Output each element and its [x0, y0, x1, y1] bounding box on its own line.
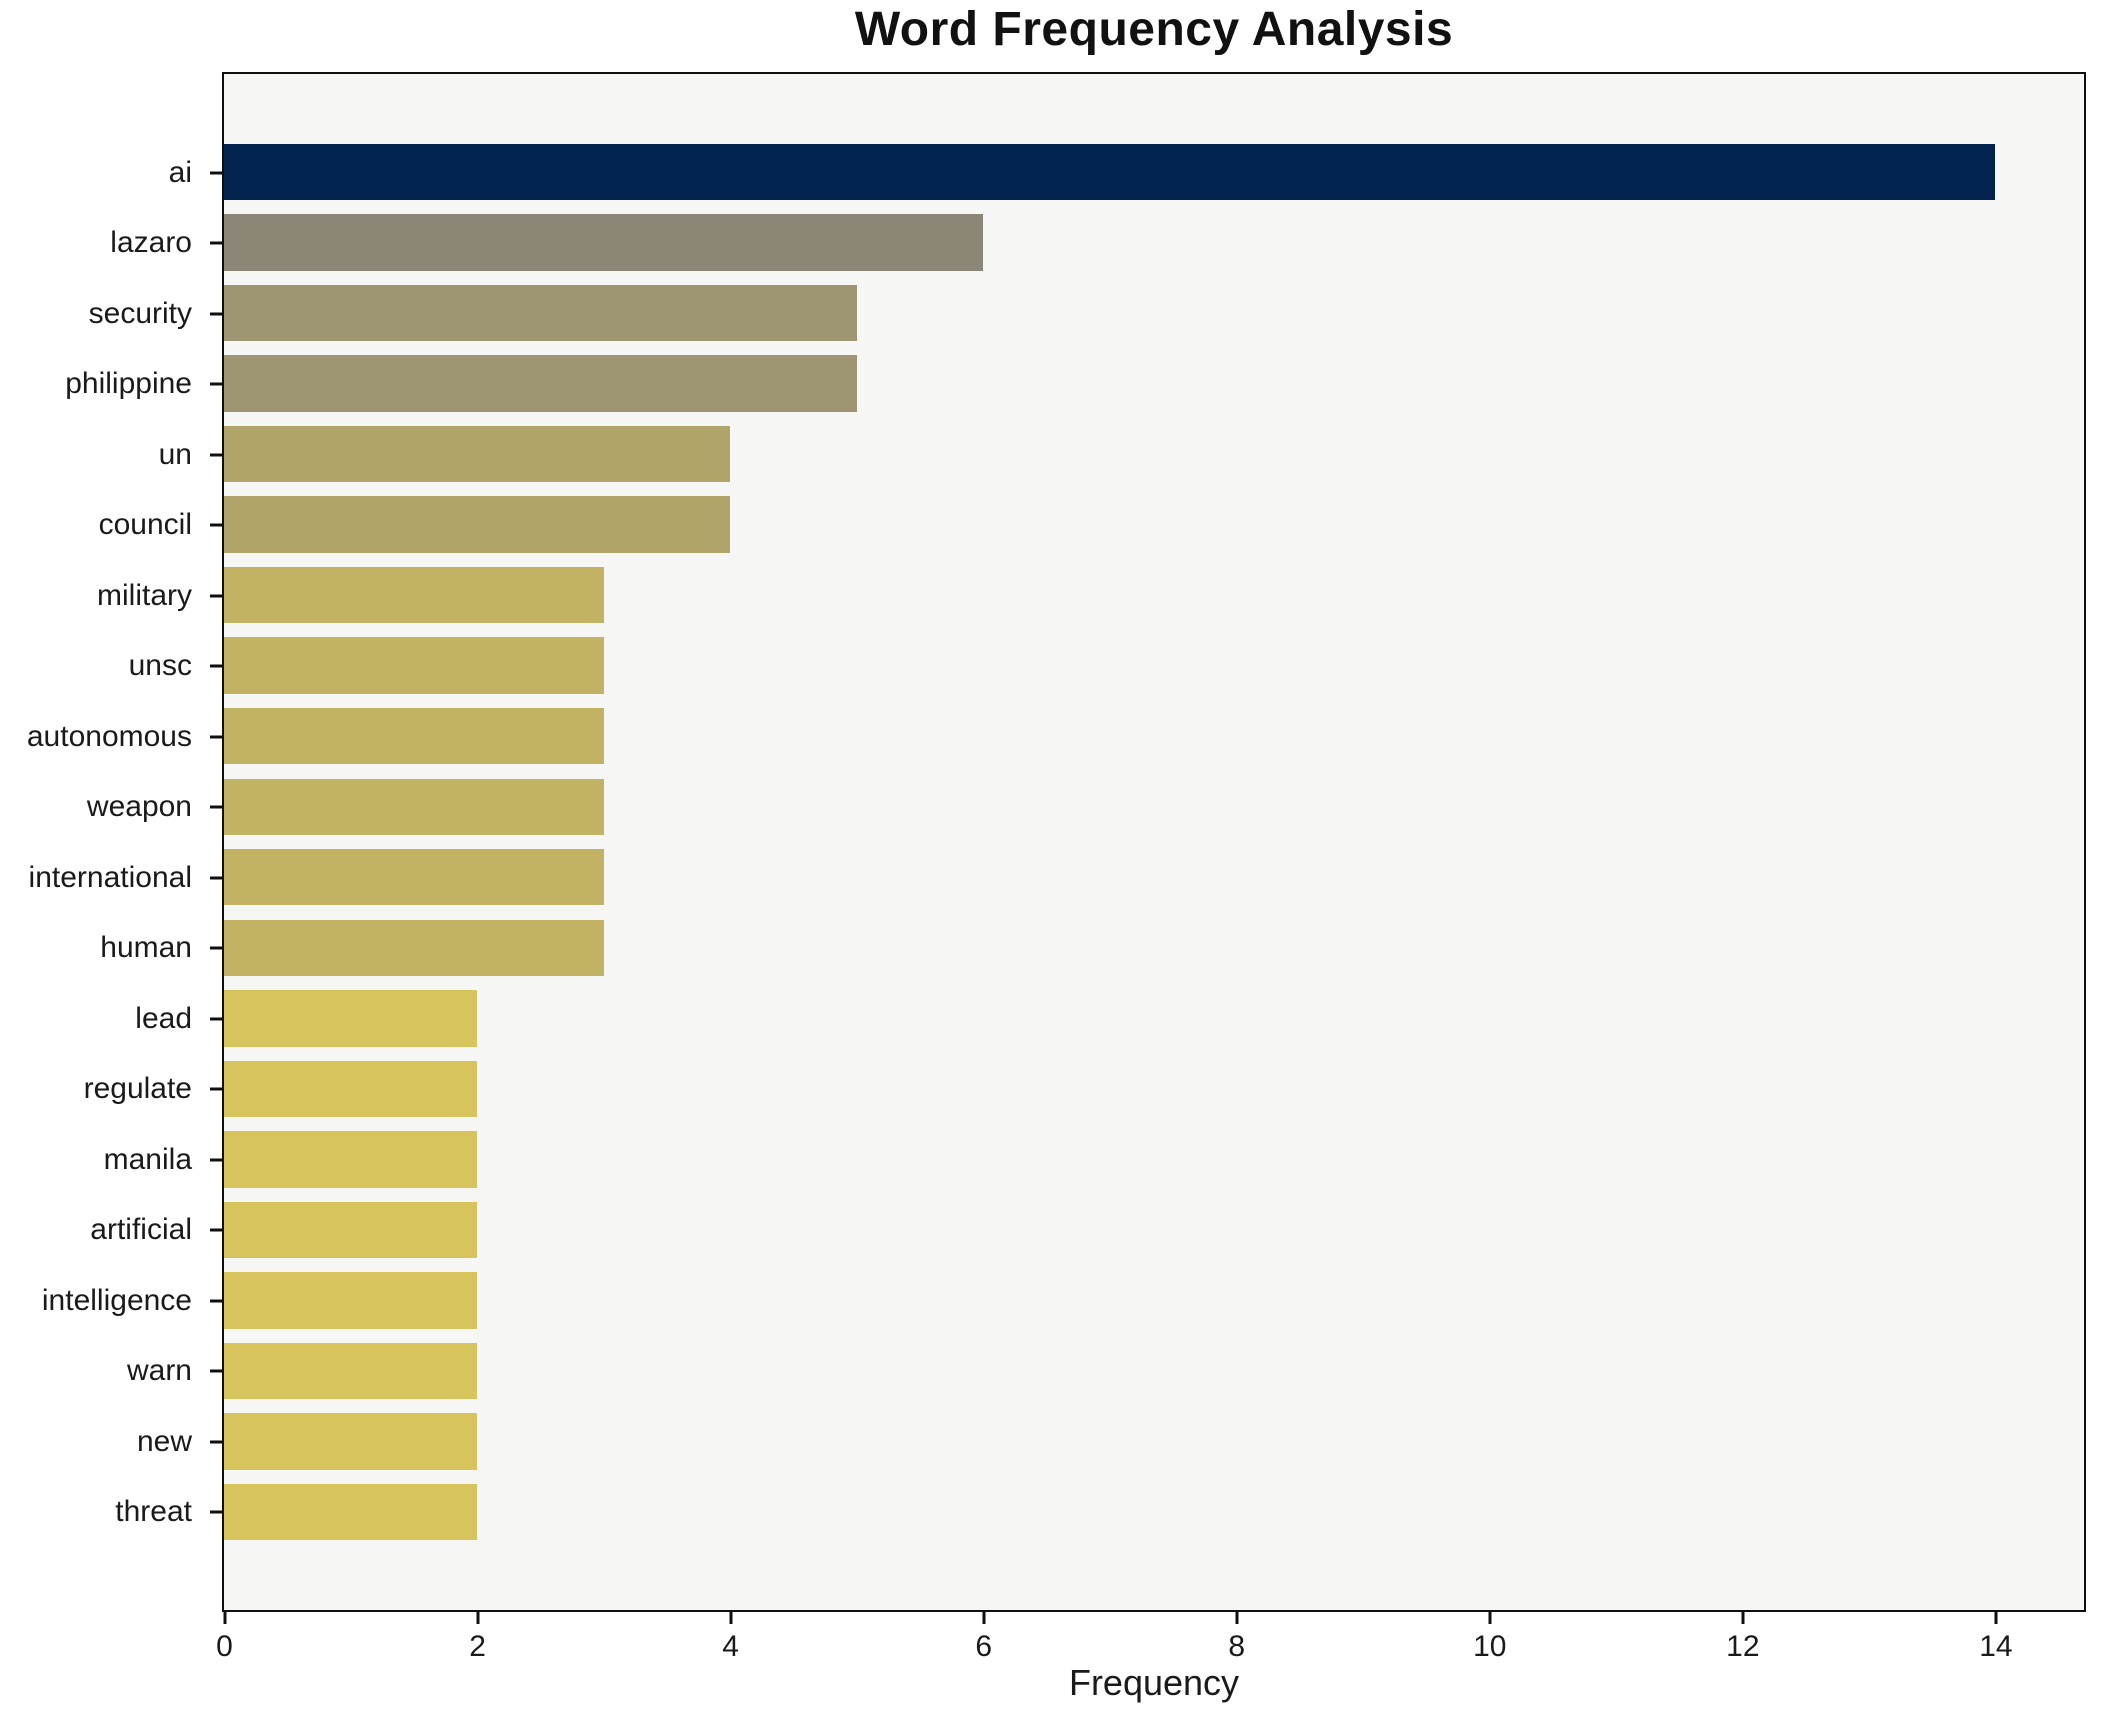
- y-tick-mark-autonomous: [210, 735, 222, 739]
- x-axis: 0 2 4 6 8 10 12 14: [216, 1612, 2084, 1722]
- y-tick-mark-ai: [210, 171, 222, 175]
- x-tick-label-14: 14: [1979, 1630, 2013, 1663]
- bar-new: [224, 1413, 478, 1470]
- x-tick-mark-6: [982, 1612, 986, 1624]
- x-tick-mark-8: [1235, 1612, 1239, 1624]
- y-tick-label-human: human: [100, 931, 192, 965]
- bar-ai: [224, 143, 1996, 201]
- y-tick-label-threat: threat: [115, 1495, 192, 1529]
- bar-intelligence: [224, 1272, 478, 1329]
- y-axis: ai lazaro security philippine un council milit…: [0, 75, 222, 1610]
- bar-weapon: [224, 778, 604, 835]
- x-tick-mark-2: [476, 1612, 480, 1624]
- x-tick-mark-0: [223, 1612, 226, 1624]
- x-tick-label-6: 6: [975, 1630, 993, 1663]
- y-tick-label-intelligence: intelligence: [41, 1283, 192, 1317]
- y-tick-mark-manila: [210, 1158, 222, 1162]
- x-tick-label-2: 2: [469, 1630, 486, 1663]
- y-tick-mark-security: [210, 312, 222, 316]
- bar-security: [224, 284, 857, 342]
- bar-threat: [224, 1483, 478, 1541]
- x-axis-title: Frequency: [1068, 1662, 1240, 1703]
- y-tick-mark-lazaro: [210, 241, 222, 245]
- y-tick-label-artificial: artificial: [90, 1213, 192, 1247]
- y-tick-mark-philippine: [210, 382, 222, 386]
- y-tick-label-lead: lead: [135, 1001, 192, 1035]
- y-tick-mark-unsc: [210, 664, 222, 668]
- y-tick-mark-military: [210, 594, 222, 598]
- x-tick-label-4: 4: [722, 1630, 739, 1663]
- bar-manila: [224, 1131, 478, 1188]
- x-tick-label-0: 0: [216, 1630, 233, 1663]
- x-tick-label-8: 8: [1228, 1630, 1246, 1663]
- y-tick-label-international: international: [28, 860, 192, 894]
- y-tick-label-philippine: philippine: [65, 367, 192, 401]
- y-tick-mark-weapon: [210, 805, 222, 809]
- y-tick-label-military: military: [97, 578, 192, 612]
- bar-unsc: [224, 637, 604, 694]
- y-tick-mark-human: [210, 946, 222, 950]
- y-tick-label-autonomous: autonomous: [26, 719, 192, 753]
- x-tick-label-12: 12: [1726, 1630, 1760, 1663]
- y-tick-label-warn: warn: [126, 1354, 192, 1388]
- y-tick-label-manila: manila: [103, 1142, 192, 1176]
- y-tick-label-weapon: weapon: [86, 790, 192, 824]
- bar-lazaro: [224, 214, 984, 271]
- y-tick-mark-warn: [210, 1369, 222, 1373]
- y-tick-label-new: new: [136, 1424, 192, 1458]
- plot-area: [222, 72, 2086, 1612]
- y-tick-mark-intelligence: [210, 1299, 222, 1303]
- bar-regulate: [224, 1060, 478, 1118]
- bar-un: [224, 425, 731, 483]
- y-tick-mark-new: [210, 1440, 222, 1444]
- bar-council: [224, 496, 731, 553]
- y-tick-mark-regulate: [210, 1087, 222, 1091]
- bar-military: [224, 566, 604, 624]
- y-tick-label-lazaro: lazaro: [110, 226, 192, 260]
- y-tick-mark-lead: [210, 1017, 222, 1021]
- bar-international: [224, 849, 604, 906]
- y-tick-label-council: council: [98, 508, 192, 542]
- bar-human: [224, 919, 604, 976]
- bar-lead: [224, 990, 478, 1047]
- x-tick-mark-12: [1741, 1612, 1745, 1624]
- y-tick-label-un: un: [158, 437, 192, 471]
- y-tick-mark-international: [210, 876, 222, 880]
- y-tick-mark-artificial: [210, 1228, 222, 1232]
- y-tick-mark-un: [210, 453, 222, 457]
- bar-warn: [224, 1342, 478, 1400]
- y-tick-label-ai: ai: [168, 155, 192, 189]
- x-tick-mark-10: [1488, 1612, 1492, 1624]
- bar-artificial: [224, 1201, 478, 1259]
- bar-philippine: [224, 355, 857, 412]
- x-tick-label-10: 10: [1473, 1630, 1507, 1663]
- x-tick-mark-4: [729, 1612, 733, 1624]
- x-tick-mark-14: [1994, 1612, 1998, 1624]
- bar-autonomous: [224, 708, 604, 765]
- y-tick-mark-council: [210, 523, 222, 527]
- y-tick-mark-threat: [210, 1510, 222, 1514]
- y-tick-label-regulate: regulate: [83, 1072, 192, 1106]
- y-tick-label-security: security: [88, 296, 192, 330]
- y-tick-label-unsc: unsc: [128, 649, 192, 683]
- chart-title: Word Frequency Analysis: [854, 3, 1454, 56]
